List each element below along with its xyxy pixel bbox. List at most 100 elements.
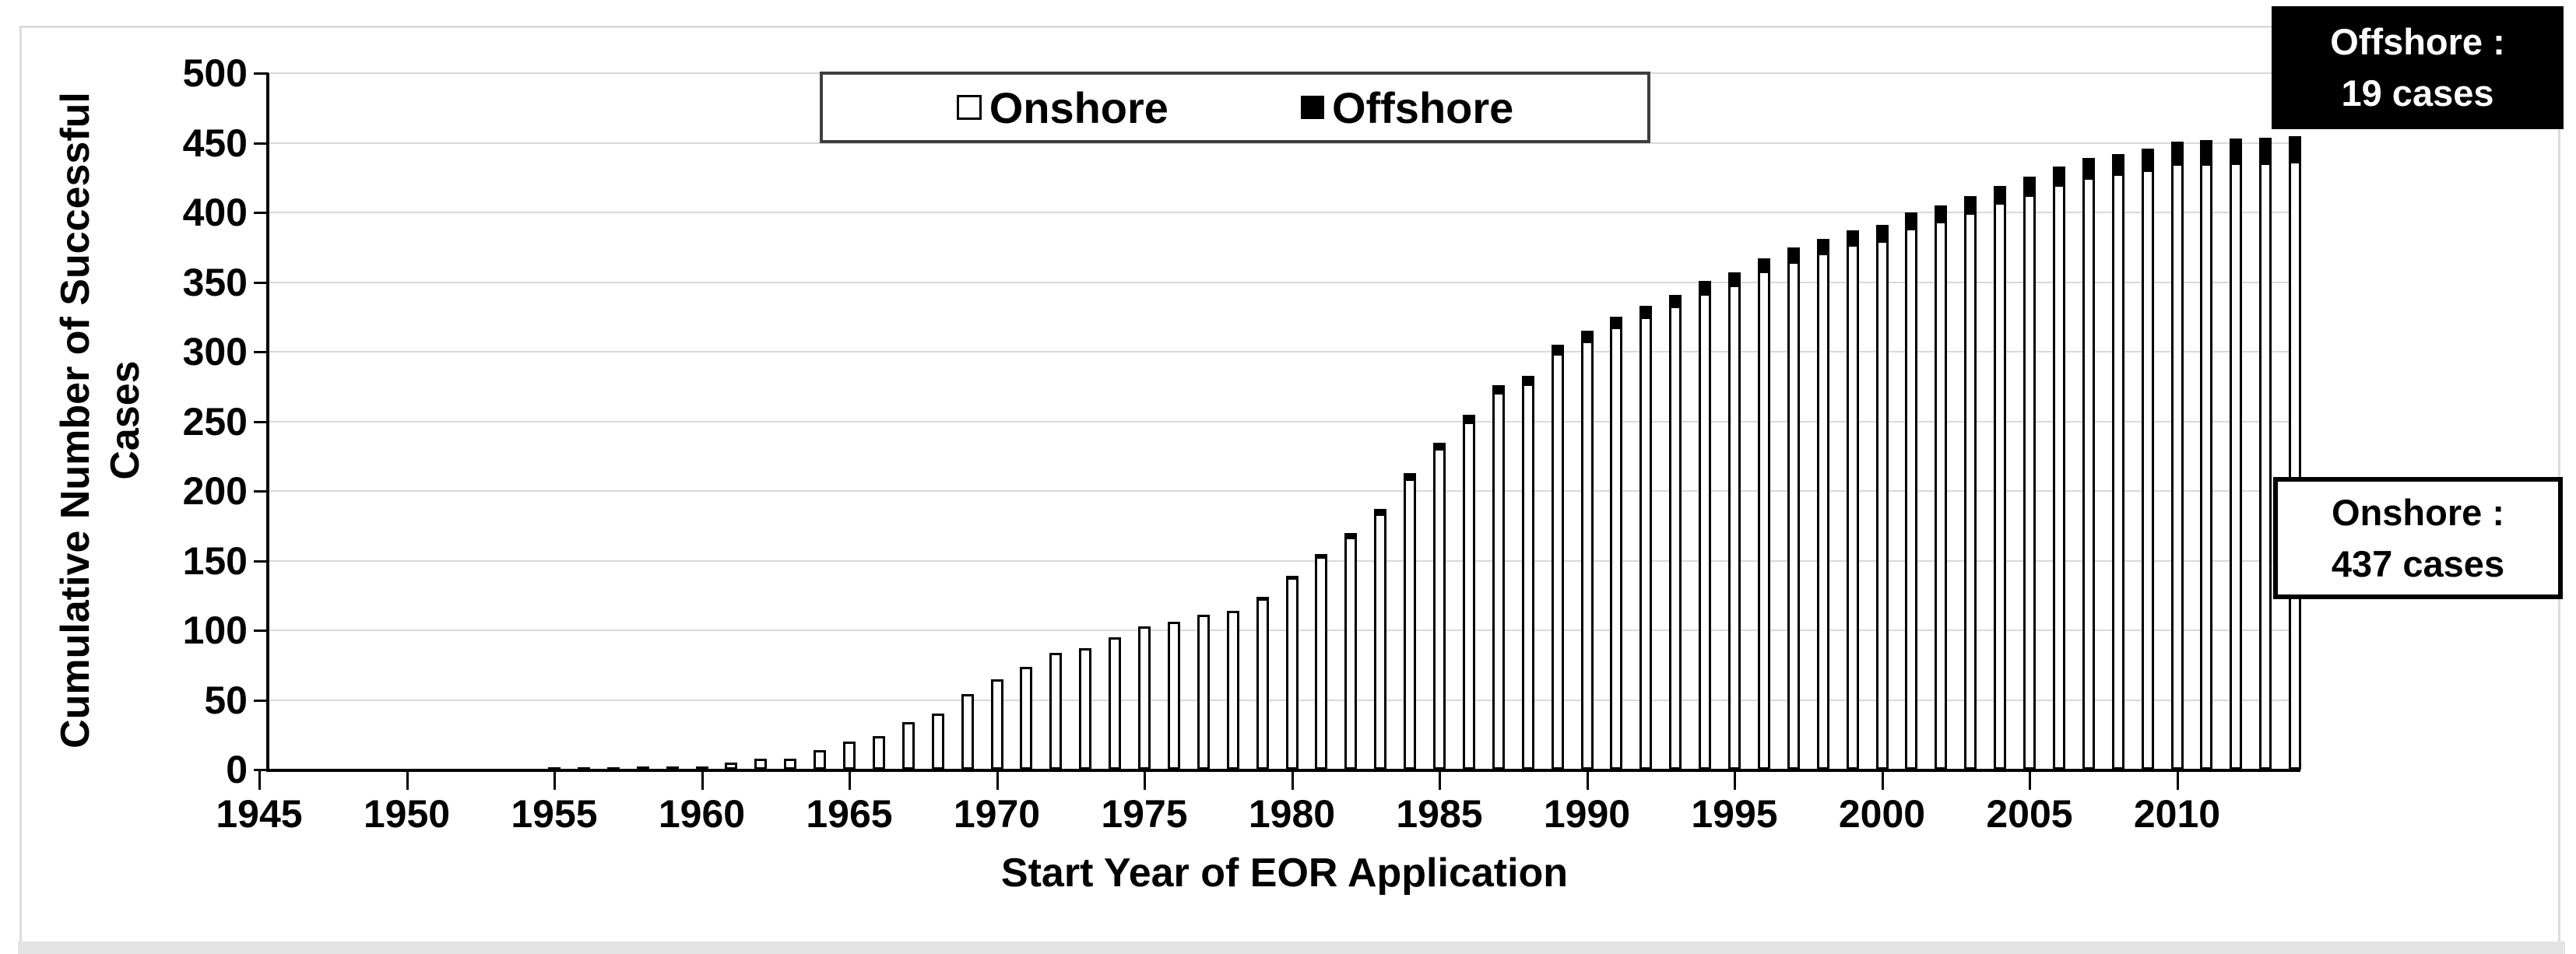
y-tick-label-450: 450 [182, 121, 248, 165]
bar-onshore-1973 [1079, 648, 1092, 770]
bar-onshore-2009 [2141, 169, 2154, 770]
y-tick-250 [254, 420, 269, 423]
bar-offshore-1981 [1315, 553, 1328, 559]
bar-offshore-1982 [1344, 532, 1358, 539]
bar-offshore-1984 [1404, 472, 1417, 480]
x-tick-1965 [849, 770, 851, 790]
y-tick-label-200: 200 [182, 469, 248, 513]
x-tick-label-1960: 1960 [658, 792, 746, 836]
bar-onshore-1977 [1197, 615, 1210, 770]
y-tick-450 [254, 142, 269, 145]
bar-onshore-2000 [1875, 240, 1889, 770]
offshore-swatch-icon [1300, 96, 1324, 119]
bar-onshore-2008 [2111, 173, 2124, 770]
x-tick-2010 [2176, 770, 2179, 790]
bar-offshore-1996 [1757, 258, 1770, 273]
bar-offshore-2003 [1964, 195, 1977, 214]
bar-onshore-1965 [843, 742, 856, 770]
bar-onshore-1974 [1109, 637, 1122, 770]
x-tick-label-2005: 2005 [1986, 792, 2073, 836]
bar-offshore-1993 [1669, 294, 1682, 307]
onshore-swatch-icon [956, 95, 982, 120]
bar-onshore-1963 [784, 758, 797, 770]
gridline-y-50 [269, 699, 2300, 701]
bar-onshore-1985 [1433, 447, 1446, 770]
x-tick-label-1990: 1990 [1543, 792, 1631, 836]
x-axis-title: Start Year of EOR Application [1000, 851, 1569, 896]
x-tick-label-2010: 2010 [2133, 792, 2221, 836]
x-tick-1985 [1439, 770, 1441, 790]
bar-offshore-2014 [2289, 135, 2302, 163]
x-tick-label-1980: 1980 [1248, 792, 1336, 836]
x-tick-1945 [258, 770, 261, 790]
x-tick-1955 [554, 770, 556, 790]
x-tick-label-1995: 1995 [1691, 792, 1778, 836]
y-axis-title-line2: Cases [103, 360, 148, 480]
y-tick-label-350: 350 [182, 260, 248, 304]
bar-offshore-1995 [1728, 272, 1741, 287]
bar-onshore-2010 [2170, 163, 2184, 770]
y-axis-line [266, 73, 269, 772]
bar-offshore-2004 [1994, 186, 2007, 205]
bar-onshore-2002 [1935, 220, 1948, 770]
x-tick-label-1945: 1945 [216, 792, 303, 836]
gridline-y-100 [269, 630, 2300, 631]
bar-offshore-2000 [1875, 225, 1889, 242]
x-tick-1960 [701, 770, 704, 790]
bar-onshore-1972 [1049, 652, 1063, 770]
offshore-callout-line2: 19 cases [2341, 72, 2494, 114]
bar-offshore-1988 [1521, 375, 1534, 386]
bar-onshore-1961 [725, 763, 738, 770]
bar-onshore-2013 [2259, 162, 2272, 770]
bar-offshore-2005 [2023, 176, 2036, 196]
bar-onshore-1967 [901, 722, 915, 770]
y-axis-title-line1: Cumulative Number of Successful [53, 92, 98, 749]
bar-offshore-1998 [1816, 239, 1829, 254]
bar-onshore-1999 [1846, 244, 1859, 770]
y-tick-label-300: 300 [182, 330, 248, 374]
x-tick-label-1955: 1955 [511, 792, 598, 836]
x-tick-2000 [1881, 770, 1884, 790]
bar-onshore-1991 [1610, 326, 1623, 770]
bar-onshore-1971 [1020, 666, 1033, 770]
bar-onshore-1982 [1344, 537, 1358, 770]
bar-onshore-1968 [931, 714, 944, 770]
y-tick-0 [254, 769, 269, 771]
bar-onshore-1969 [961, 694, 974, 770]
x-tick-label-1970: 1970 [953, 792, 1041, 836]
bar-onshore-1992 [1639, 317, 1653, 770]
bar-onshore-2014 [2289, 160, 2302, 770]
offshore-callout: Offshore : 19 cases [2272, 6, 2564, 129]
y-tick-label-150: 150 [182, 538, 248, 583]
y-tick-100 [254, 630, 269, 632]
bar-offshore-1980 [1285, 575, 1299, 579]
bar-onshore-2012 [2230, 162, 2243, 770]
legend-item-onshore: Onshore [956, 82, 1169, 133]
x-tick-label-1950: 1950 [363, 792, 451, 836]
gridline-y-300 [269, 351, 2300, 352]
bar-onshore-1964 [814, 749, 827, 770]
bar-offshore-1992 [1639, 306, 1653, 319]
legend: Onshore Offshore [820, 72, 1650, 143]
bar-offshore-1991 [1610, 317, 1623, 328]
bar-onshore-1997 [1787, 261, 1800, 770]
x-tick-label-1985: 1985 [1396, 792, 1483, 836]
bar-onshore-1966 [872, 736, 885, 770]
x-tick-1970 [996, 770, 999, 790]
bar-offshore-1979 [1256, 596, 1269, 600]
bar-onshore-1987 [1492, 391, 1505, 770]
offshore-callout-line1: Offshore : [2330, 21, 2505, 62]
x-tick-1975 [1144, 770, 1146, 790]
y-tick-label-250: 250 [182, 399, 248, 444]
bar-onshore-1980 [1285, 577, 1299, 770]
bar-onshore-1975 [1138, 626, 1151, 770]
onshore-callout: Onshore : 437 cases [2273, 477, 2563, 599]
x-tick-1950 [406, 770, 409, 790]
gridline-y-150 [269, 559, 2300, 562]
bar-offshore-1994 [1699, 280, 1712, 295]
gridline-y-350 [269, 281, 2300, 283]
bar-onshore-2001 [1905, 227, 1918, 770]
bar-onshore-1998 [1816, 252, 1829, 770]
bar-onshore-1978 [1226, 610, 1239, 770]
